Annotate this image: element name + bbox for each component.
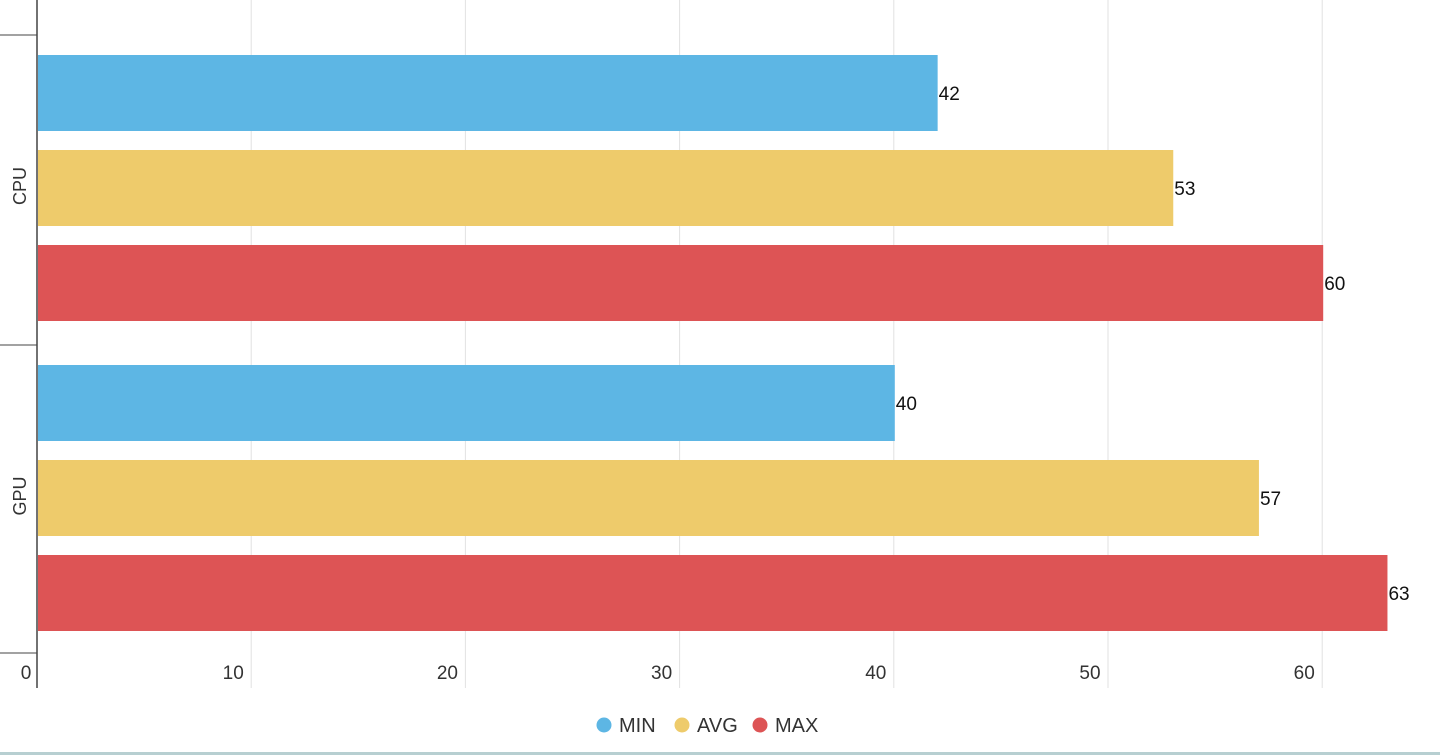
legend-marker-min <box>596 717 612 733</box>
legend: MIN AVG MAX <box>596 715 818 737</box>
data-label-cpu-max: 60 <box>1324 274 1345 295</box>
legend-marker-avg <box>674 717 690 733</box>
bars <box>38 55 1388 631</box>
x-tick-label-0: 0 <box>21 663 32 684</box>
legend-label-min: MIN <box>619 715 656 737</box>
x-tick-label-40: 40 <box>865 663 886 684</box>
data-label-gpu-avg: 57 <box>1260 489 1281 510</box>
x-tick-label-30: 30 <box>651 663 672 684</box>
data-label-cpu-avg: 53 <box>1174 179 1195 200</box>
bar-gpu-avg <box>38 460 1259 536</box>
x-tick-label-20: 20 <box>437 663 458 684</box>
data-labels: 42 53 60 40 57 63 <box>896 84 1410 605</box>
bar-gpu-min <box>38 365 895 441</box>
bar-cpu-avg <box>38 150 1174 226</box>
x-tick-label-60: 60 <box>1294 663 1315 684</box>
data-label-gpu-min: 40 <box>896 394 917 415</box>
bar-gpu-max <box>38 555 1388 631</box>
category-label-gpu: GPU <box>10 476 30 515</box>
legend-label-max: MAX <box>775 715 818 737</box>
axes: 0 10 20 30 40 50 60 CPU GPU <box>0 0 1315 688</box>
data-label-cpu-min: 42 <box>939 84 960 105</box>
x-tick-label-10: 10 <box>223 663 244 684</box>
legend-marker-max <box>752 717 768 733</box>
category-label-cpu: CPU <box>10 167 30 205</box>
x-tick-label-50: 50 <box>1079 663 1100 684</box>
bar-cpu-max <box>38 245 1324 321</box>
data-label-gpu-max: 63 <box>1388 584 1409 605</box>
bar-cpu-min <box>38 55 938 131</box>
legend-label-avg: AVG <box>697 715 738 737</box>
bottom-border <box>0 752 1440 755</box>
